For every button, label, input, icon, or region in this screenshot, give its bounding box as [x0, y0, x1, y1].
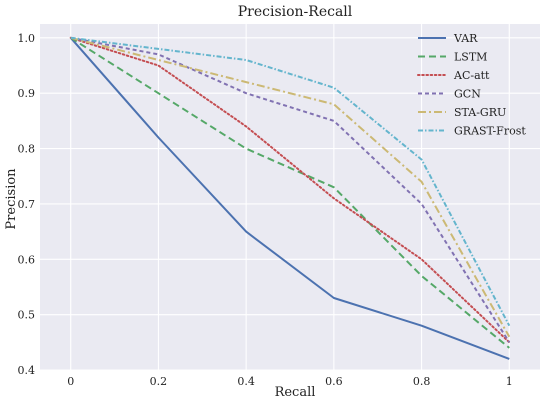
y-tick-label: 0.9	[18, 87, 36, 100]
y-tick-label: 1.0	[18, 32, 36, 45]
y-tick-label: 0.7	[18, 198, 36, 211]
y-tick-label: 0.4	[18, 364, 36, 377]
y-tick-label: 0.6	[18, 253, 36, 266]
x-tick-label: 0.6	[325, 375, 343, 388]
legend-label: GRAST-Frost	[454, 125, 526, 138]
y-axis-ticks: 0.4 0.5 0.6 0.7 0.8 0.9 1.0	[18, 32, 36, 377]
legend-label: LSTM	[454, 51, 487, 64]
series-line-var	[69, 37, 510, 360]
series-line-gcn	[70, 36, 511, 343]
series-lines	[69, 36, 511, 360]
y-axis-label: Precision	[4, 168, 19, 230]
x-tick-label: 0	[67, 375, 74, 388]
x-axis-label: Recall	[275, 385, 316, 400]
series-line-ac-att	[69, 36, 511, 344]
legend-label: GCN	[454, 88, 481, 101]
x-tick-label: 0.2	[150, 375, 168, 388]
plot-area	[40, 24, 540, 370]
series-line-lstm	[70, 36, 510, 349]
series-line-sta-gru	[70, 36, 511, 338]
legend: VAR LSTM AC-att GCN STA-GRU GRAST-Frost	[417, 32, 526, 138]
y-tick-label: 0.5	[18, 309, 36, 322]
chart-title: Precision-Recall	[238, 4, 353, 20]
legend-label: VAR	[453, 32, 478, 45]
series-line-grast-frost	[70, 36, 511, 327]
x-tick-label: 1	[506, 375, 513, 388]
x-axis-ticks: 0 0.2 0.4 0.6 0.8 1	[67, 375, 513, 388]
legend-label: AC-att	[453, 69, 490, 82]
y-tick-label: 0.8	[18, 143, 36, 156]
legend-label: STA-GRU	[454, 106, 506, 119]
x-tick-label: 0.4	[237, 375, 255, 388]
x-tick-label: 0.8	[413, 375, 431, 388]
